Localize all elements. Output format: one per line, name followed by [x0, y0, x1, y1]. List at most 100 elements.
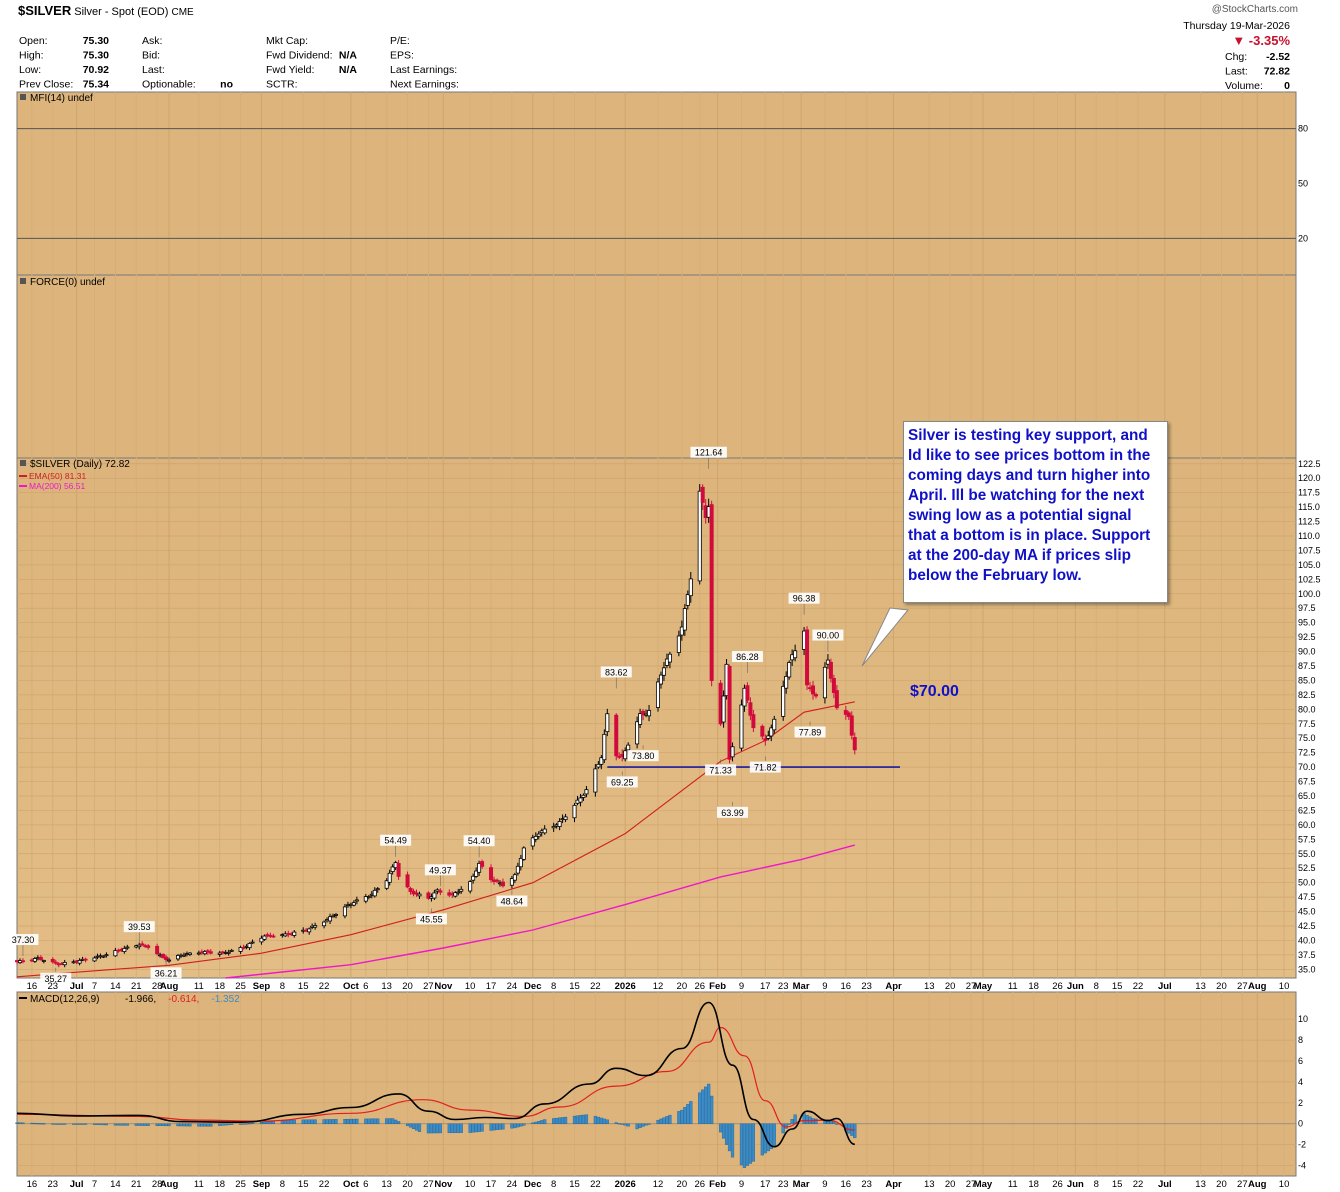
mfi-y-tick-0: 20 [1298, 233, 1308, 243]
histogram-bar-5 [36, 1123, 40, 1125]
price-y-tick-35: 122.5 [1298, 459, 1321, 469]
candle-body-199 [846, 712, 851, 717]
histogram-bar-13 [72, 1123, 76, 1125]
histogram-bar-53 [239, 1123, 243, 1125]
candle-body-119 [512, 874, 517, 881]
histogram-bar-87 [376, 1118, 380, 1124]
macd-y-tick-7: 10 [1298, 1014, 1308, 1024]
quote-col1-value-3: 75.34 [83, 79, 109, 91]
histogram-bar-51 [227, 1123, 231, 1126]
quote-col1-label-1: High: [19, 50, 44, 62]
x-tick-top-47: 26 [1052, 981, 1063, 992]
candle-body-53 [238, 947, 243, 952]
histogram-bar-124 [534, 1121, 538, 1124]
histogram-bar-24 [116, 1123, 120, 1126]
x-tick-bottom-6: 28 [152, 1179, 163, 1190]
candle-body-187 [793, 650, 798, 659]
histogram-bar-132 [563, 1116, 568, 1124]
histogram-bar-101 [435, 1123, 439, 1134]
x-tick-top-53: 13 [1195, 981, 1206, 992]
quote-col4-label-1: EPS: [390, 50, 414, 62]
x-tick-bottom-27: 22 [590, 1179, 601, 1190]
quote-col3-value-2: N/A [339, 64, 358, 76]
quote-right-value-0: -2.52 [1266, 51, 1290, 63]
histogram-bar-96 [414, 1123, 419, 1131]
peak-label-bg-6 [424, 864, 456, 876]
macd-panel [16, 991, 1297, 1177]
x-tick-bottom-13: 15 [298, 1179, 309, 1190]
x-tick-top-2: Jul [70, 981, 84, 992]
histogram-bar-59 [262, 1121, 267, 1124]
histogram-bar-52 [230, 1123, 234, 1125]
x-tick-top-20: Nov [434, 981, 453, 992]
candle-body-54 [241, 946, 246, 949]
candle-body-189 [805, 629, 810, 686]
force-title: FORCE(0) undef [30, 277, 105, 288]
candle-body-77 [334, 913, 339, 916]
candle-body-52 [229, 949, 234, 952]
histogram-bar-56 [247, 1123, 252, 1125]
quote-col1-value-2: 70.92 [83, 64, 109, 76]
price-y-tick-12: 65.0 [1298, 791, 1316, 801]
candle-body-40 [181, 954, 186, 957]
histogram-bar-159 [680, 1109, 684, 1124]
x-tick-bottom-0: 16 [27, 1179, 38, 1190]
ma200-line [225, 844, 855, 979]
candle-body-98 [426, 892, 431, 899]
histogram-bar-133 [572, 1115, 577, 1124]
x-tick-top-56: Aug [1248, 981, 1267, 992]
x-tick-bottom-29: 12 [653, 1179, 664, 1190]
macd-histogram [15, 1083, 857, 1168]
x-tick-bottom-26: 15 [569, 1179, 580, 1190]
histogram-bar-84 [367, 1118, 371, 1124]
histogram-bar-64 [283, 1120, 287, 1124]
histogram-bar-127 [543, 1119, 547, 1124]
candle-body-51 [226, 951, 231, 954]
price-panel-icon [20, 460, 26, 466]
histogram-bar-58 [259, 1122, 264, 1124]
candle-body-92 [396, 863, 401, 877]
x-tick-top-54: 20 [1216, 981, 1227, 992]
x-tick-top-48: Jun [1067, 981, 1084, 992]
candle-body-140 [599, 757, 604, 765]
histogram-bar-139 [596, 1116, 600, 1124]
price-y-tick-13: 67.5 [1298, 777, 1316, 787]
candle-body-109 [471, 875, 476, 881]
x-tick-top-17: 13 [381, 981, 392, 992]
x-tick-top-1: 23 [47, 981, 58, 992]
header-date: Thursday 19-Mar-2026 [1183, 20, 1290, 32]
histogram-bar-148 [635, 1123, 639, 1130]
x-tick-bottom-16: 6 [363, 1179, 368, 1190]
histogram-bar-143 [614, 1122, 618, 1124]
histogram-bar-16 [80, 1123, 85, 1125]
x-tick-top-3: 7 [92, 981, 97, 992]
histogram-bar-50 [224, 1123, 228, 1126]
x-tick-top-45: 11 [1008, 981, 1018, 992]
candle-body-118 [509, 878, 514, 886]
histogram-bar-40 [182, 1123, 186, 1127]
x-tick-top-6: 28 [152, 981, 163, 992]
histogram-bar-137 [584, 1114, 589, 1124]
peak-label-bg-13 [705, 764, 737, 776]
histogram-bar-15 [78, 1123, 82, 1125]
x-tick-top-15: Oct [343, 981, 360, 992]
candle-body-76 [331, 915, 336, 918]
candle-body-81 [351, 902, 356, 906]
candle-body-84 [366, 896, 371, 898]
peak-label-10: 69.25 [611, 777, 634, 787]
candle-body-57 [250, 941, 255, 944]
candle-body-37 [167, 959, 172, 962]
peak-label-0: 37.30 [12, 935, 35, 945]
peak-label-19: 90.00 [817, 631, 840, 641]
histogram-bar-107 [459, 1123, 463, 1133]
candle-body-150 [641, 710, 646, 716]
histogram-bar-144 [617, 1123, 621, 1125]
x-tick-top-19: 27 [423, 981, 434, 992]
peak-label-bg-9 [600, 666, 632, 678]
histogram-bar-155 [662, 1117, 666, 1124]
price-y-tick-15: 72.5 [1298, 748, 1316, 758]
histogram-bar-27 [125, 1123, 129, 1126]
histogram-bar-23 [113, 1123, 117, 1126]
candle-body-158 [676, 635, 681, 653]
candle-body-172 [730, 746, 735, 758]
